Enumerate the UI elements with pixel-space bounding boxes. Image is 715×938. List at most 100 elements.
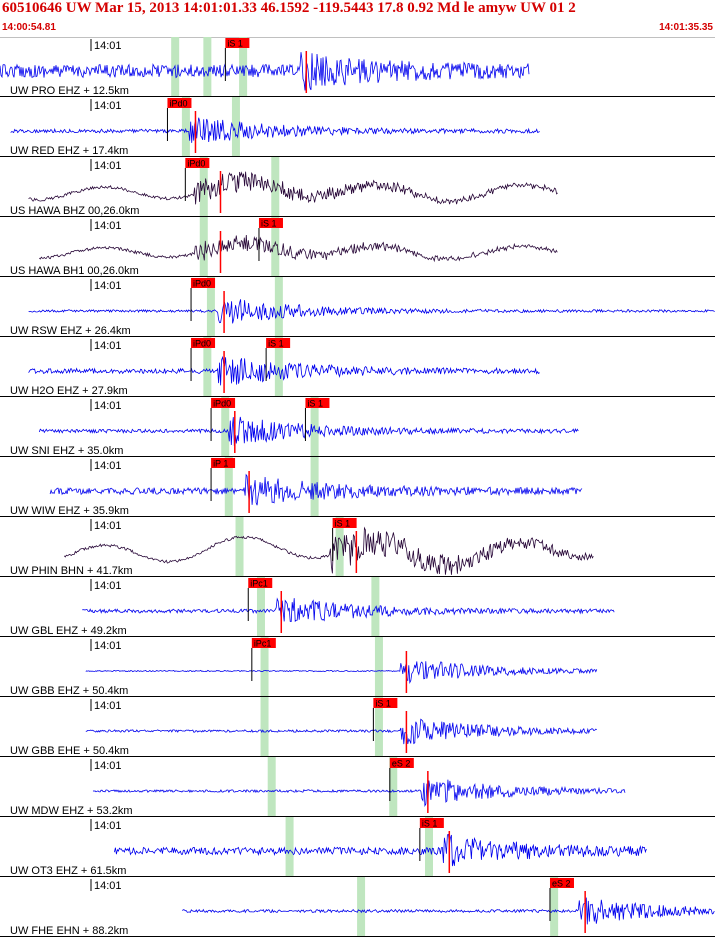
phase-marker-band <box>260 697 269 757</box>
phase-marker-band <box>274 337 283 397</box>
waveform-trace <box>82 597 615 623</box>
waveform-trace <box>85 661 598 684</box>
pick-marker <box>225 38 250 48</box>
station-label: US HAWA BHZ 00,26.0km <box>10 205 139 217</box>
station-label: UW GBL EHZ + 49.2km <box>10 625 127 637</box>
station-label: UW MDW EHZ + 53.2km <box>10 805 133 817</box>
time-tick-label: 14:01 <box>94 880 122 892</box>
phase-marker-band <box>357 877 366 937</box>
pick-label: iS 1 <box>375 699 391 709</box>
phase-marker-band <box>206 277 215 337</box>
pick-label: iS 1 <box>261 219 277 229</box>
station-label: US HAWA BH1 00,26.0km <box>10 265 139 277</box>
time-tick-label: 14:01 <box>94 460 122 472</box>
phase-marker-band <box>274 277 283 337</box>
pick-marker <box>549 878 574 888</box>
time-tick-label: 14:01 <box>94 820 122 832</box>
waveform-trace <box>64 526 594 575</box>
station-label: UW GBB EHE + 50.4km <box>10 745 129 757</box>
waveform-trace <box>0 52 530 91</box>
station-label: UW RSW EHZ + 26.4km <box>10 325 131 337</box>
pick-marker <box>419 818 444 828</box>
phase-marker-band <box>203 37 212 97</box>
pick-marker <box>266 338 291 348</box>
pick-marker <box>332 518 357 528</box>
pick-label: iPd0 <box>169 99 187 109</box>
pick-label: iPc1 <box>250 579 268 589</box>
pick-marker <box>211 398 236 408</box>
pick-marker <box>251 638 276 648</box>
phase-marker-band <box>374 637 383 697</box>
waveform-trace <box>114 833 647 867</box>
phase-marker-band <box>267 757 276 817</box>
phase-marker-band <box>235 517 244 577</box>
time-tick-label: 14:01 <box>94 220 122 232</box>
pick-marker <box>305 398 330 408</box>
waveform-trace <box>28 299 715 324</box>
phase-marker-band <box>199 217 208 277</box>
phase-marker-band <box>550 877 559 937</box>
phase-marker-band <box>374 697 383 757</box>
waveform-trace <box>85 718 597 745</box>
event-header: 60510646 UW Mar 15, 2013 14:01:01.33 46.… <box>0 0 715 38</box>
time-tick-label: 14:01 <box>94 700 122 712</box>
phase-marker-band <box>203 337 212 397</box>
pick-label: iPd0 <box>193 339 211 349</box>
pick-label: eS 2 <box>392 759 411 769</box>
pick-marker <box>191 338 216 348</box>
window-end-time: 14:01:35.35 <box>659 22 713 33</box>
pick-label: iS 1 <box>422 819 438 829</box>
pick-label: iPd0 <box>193 279 211 289</box>
seismogram-panel: iS 1 14:01 UW PRO EHZ + 12.5km iPd0 14:01 UW … <box>0 37 715 937</box>
waveform-trace <box>182 897 715 925</box>
phase-marker-band <box>260 637 269 697</box>
pick-label: eS 2 <box>552 879 571 889</box>
time-tick-label: 14:01 <box>94 400 122 412</box>
time-tick-label: 14:01 <box>94 280 122 292</box>
pick-label: iS 1 <box>268 339 284 349</box>
pick-label: iS 1 <box>227 39 243 49</box>
station-label: UW WIW EHZ + 35.9km <box>10 505 129 517</box>
pick-label: iPd0 <box>187 159 205 169</box>
pick-label: iS 1 <box>335 519 351 529</box>
phase-marker-band <box>231 97 240 157</box>
phase-marker-band <box>389 757 398 817</box>
phase-marker-band <box>335 517 344 577</box>
pick-marker <box>211 458 236 468</box>
time-tick-label: 14:01 <box>94 520 122 532</box>
waveform-trace <box>49 473 583 506</box>
phase-marker-band <box>224 457 233 517</box>
phase-marker-band <box>310 457 319 517</box>
station-label: UW PHIN BHN + 41.7km <box>10 565 133 577</box>
station-label: UW RED EHZ + 17.4km <box>10 145 128 157</box>
station-label: UW SNI EHZ + 35.0km <box>10 445 123 457</box>
phase-marker-band <box>181 97 190 157</box>
pick-marker <box>185 158 210 168</box>
station-label: UW PRO EHZ + 12.5km <box>10 85 129 97</box>
waveform-trace <box>28 171 558 205</box>
waveform-trace <box>10 117 540 143</box>
waveform-trace <box>28 355 540 386</box>
pick-marker <box>248 578 273 588</box>
time-tick-label: 14:01 <box>94 100 122 112</box>
phase-marker-band <box>256 577 265 637</box>
pick-label: iP 1 <box>213 459 228 469</box>
station-label: UW H2O EHZ + 27.9km <box>10 385 128 397</box>
station-label: UW GBB EHZ + 50.4km <box>10 685 128 697</box>
phase-marker-band <box>425 817 433 877</box>
waveform-trace <box>92 779 626 807</box>
station-label: UW OT3 EHZ + 61.5km <box>10 865 126 877</box>
pick-marker <box>389 758 414 768</box>
time-tick-label: 14:01 <box>94 40 122 52</box>
phase-marker-band <box>221 397 230 457</box>
time-tick-label: 14:01 <box>94 640 122 652</box>
waveform-trace <box>38 416 579 446</box>
pick-marker <box>167 98 192 108</box>
time-tick-label: 14:01 <box>94 580 122 592</box>
phase-marker-band <box>271 217 280 277</box>
event-title: 60510646 UW Mar 15, 2013 14:01:01.33 46.… <box>2 0 576 16</box>
pick-marker <box>191 278 216 288</box>
time-tick-label: 14:01 <box>94 340 122 352</box>
pick-label: iPc1 <box>254 639 272 649</box>
pick-marker <box>258 218 283 228</box>
